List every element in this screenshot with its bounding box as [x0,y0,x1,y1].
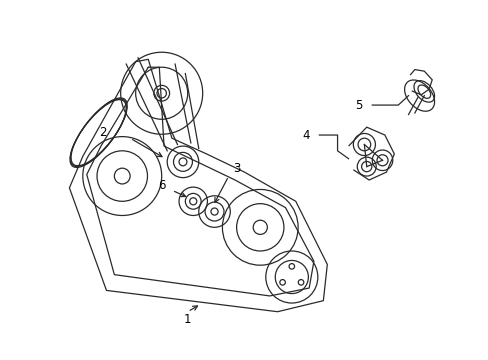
Text: 6: 6 [158,179,165,192]
Text: 3: 3 [232,162,240,175]
Text: 4: 4 [302,129,309,141]
Text: 5: 5 [354,99,362,112]
Text: 2: 2 [99,126,106,139]
Text: 1: 1 [183,313,191,326]
